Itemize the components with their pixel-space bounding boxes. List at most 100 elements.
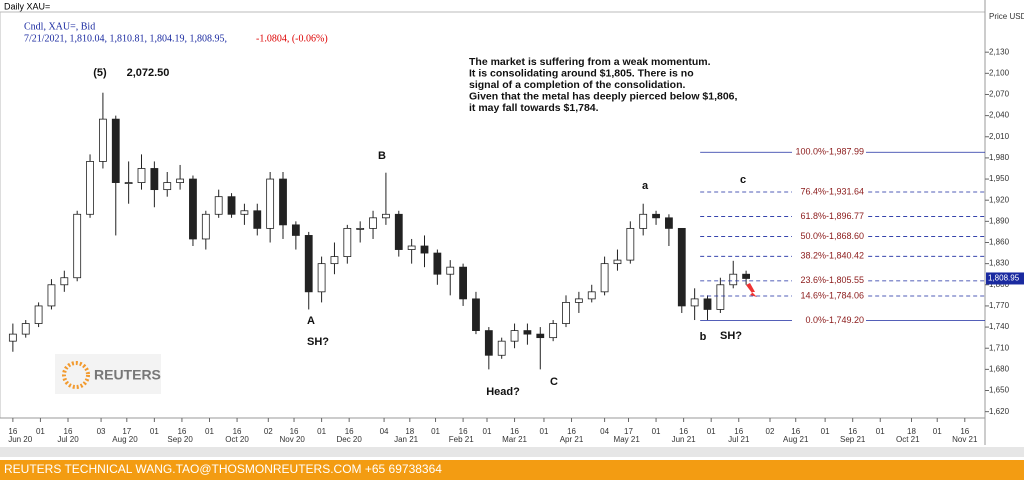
y-tick-label: 1,830 bbox=[989, 259, 1010, 268]
x-tick-label: 01 bbox=[707, 427, 716, 436]
candle-body bbox=[613, 259, 622, 265]
x-tick-label: 04 bbox=[380, 427, 389, 436]
candle-body bbox=[266, 178, 275, 229]
candle-body bbox=[562, 302, 570, 324]
month-label: Aug 20 bbox=[112, 435, 138, 444]
x-tick-label: 16 bbox=[510, 427, 519, 436]
wave-label: 2,072.50 bbox=[127, 67, 170, 79]
y-tick-label: 2,130 bbox=[989, 47, 1010, 56]
wave-label: (5) bbox=[93, 67, 107, 79]
y-tick-label: 1,890 bbox=[989, 216, 1010, 225]
month-label: Mar 21 bbox=[502, 435, 527, 444]
x-tick-label: 16 bbox=[679, 427, 688, 436]
fib-label-bg bbox=[792, 231, 866, 242]
month-label: Jul 20 bbox=[57, 435, 79, 444]
footer-text: REUTERS TECHNICAL WANG.TAO@THOSMONREUTER… bbox=[4, 462, 442, 476]
month-label: Jun 20 bbox=[8, 435, 33, 444]
y-tick-label: 1,620 bbox=[989, 407, 1010, 416]
y-tick-label: 2,100 bbox=[989, 68, 1010, 77]
candle-body bbox=[433, 252, 442, 275]
candle-body bbox=[291, 224, 300, 236]
candle-body bbox=[73, 213, 82, 279]
x-tick-label: 03 bbox=[97, 427, 106, 436]
x-tick-label: 02 bbox=[264, 427, 273, 436]
month-label: Oct 21 bbox=[896, 435, 920, 444]
y-tick-label: 1,860 bbox=[989, 238, 1010, 247]
wave-label: C bbox=[550, 376, 558, 388]
candle-body bbox=[600, 263, 609, 293]
scrollbar bbox=[0, 447, 1024, 457]
candle-body bbox=[317, 263, 326, 293]
candle-body bbox=[652, 213, 660, 219]
month-label: Feb 21 bbox=[449, 435, 474, 444]
subtitle: Cndl, XAU=, Bid bbox=[24, 21, 95, 32]
x-tick-label: 16 bbox=[8, 427, 17, 436]
month-label: May 21 bbox=[614, 435, 641, 444]
x-tick-label: 16 bbox=[177, 427, 186, 436]
x-tick-label: 01 bbox=[317, 427, 326, 436]
x-tick-label: 16 bbox=[960, 427, 969, 436]
y-tick-label: 1,740 bbox=[989, 322, 1010, 331]
wave-label: SH? bbox=[307, 336, 329, 348]
y-tick-label: 1,980 bbox=[989, 153, 1010, 162]
candle-body bbox=[330, 256, 339, 265]
x-tick-label: 18 bbox=[907, 427, 916, 436]
logo: REUTERS bbox=[55, 354, 161, 394]
candle-body bbox=[626, 227, 635, 261]
candle-body bbox=[111, 118, 120, 183]
x-tick-label: 16 bbox=[791, 427, 800, 436]
candle-body bbox=[420, 245, 429, 254]
month-label: Dec 20 bbox=[336, 435, 362, 444]
candle-body bbox=[587, 291, 596, 300]
candle-body bbox=[639, 213, 648, 229]
chart-title: Daily XAU= bbox=[4, 1, 50, 11]
candle-body bbox=[240, 210, 249, 215]
x-tick-label: 01 bbox=[821, 427, 830, 436]
y-tick-label: 1,950 bbox=[989, 174, 1010, 183]
candle-body bbox=[742, 273, 751, 279]
candle-body bbox=[446, 266, 455, 275]
note-line: It is consolidating around $1,805. There… bbox=[469, 67, 694, 79]
month-label: Nov 20 bbox=[280, 435, 306, 444]
candle-body bbox=[356, 227, 365, 230]
x-tick-label: 17 bbox=[122, 427, 131, 436]
y-tick-label: 1,710 bbox=[989, 343, 1010, 352]
fib-label: 61.8%-1,896.77 bbox=[800, 211, 864, 221]
candle-body bbox=[549, 323, 558, 339]
y-tick-label: 1,680 bbox=[989, 364, 1010, 373]
x-tick-label: 01 bbox=[652, 427, 661, 436]
x-tick-label: 01 bbox=[36, 427, 45, 436]
candle-body bbox=[574, 298, 583, 303]
logo-text: REUTERS bbox=[94, 367, 161, 383]
candle-body bbox=[304, 235, 313, 293]
candle-body bbox=[8, 333, 17, 342]
x-tick-label: 16 bbox=[290, 427, 299, 436]
y-tick-label: 1,770 bbox=[989, 301, 1010, 310]
candle-body bbox=[407, 245, 416, 250]
fib-label: 100.0%-1,987.99 bbox=[795, 147, 864, 157]
wave-label: B bbox=[378, 150, 386, 162]
candle-body bbox=[214, 196, 223, 215]
month-label: Jan 21 bbox=[394, 435, 419, 444]
y-tick-label: 2,040 bbox=[989, 111, 1010, 120]
fib-label: 38.2%-1,840.42 bbox=[800, 251, 864, 261]
note-line: signal of a completion of the consolidat… bbox=[469, 79, 686, 91]
x-tick-label: 16 bbox=[734, 427, 743, 436]
candle-body bbox=[253, 210, 262, 229]
wave-label: SH? bbox=[720, 330, 742, 342]
y-tick-label: 2,010 bbox=[989, 132, 1010, 141]
candle-body bbox=[536, 333, 545, 339]
fib-label: 23.6%-1,805.55 bbox=[800, 275, 864, 285]
candle-body bbox=[137, 168, 146, 183]
arrow bbox=[746, 283, 757, 297]
candle-body bbox=[497, 340, 506, 356]
price-tag: 1,808.95 bbox=[988, 274, 1020, 283]
candle-body bbox=[510, 330, 519, 342]
candle-body bbox=[343, 227, 352, 257]
quote-line: 7/21/2021, 1,810.04, 1,810.81, 1,804.19,… bbox=[24, 33, 227, 44]
candle-body bbox=[86, 161, 94, 215]
candle-body bbox=[150, 168, 159, 191]
x-tick-label: 16 bbox=[233, 427, 242, 436]
fib-label-bg bbox=[792, 275, 866, 286]
fib-label-bg bbox=[792, 211, 866, 222]
